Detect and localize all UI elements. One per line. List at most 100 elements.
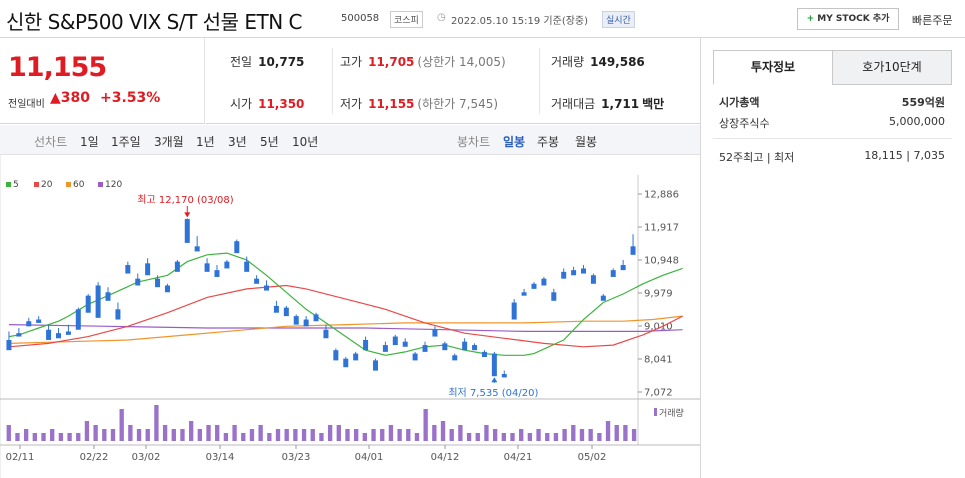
x-tick-label: 05/02 xyxy=(578,452,607,463)
tab-investment-info[interactable]: 투자정보 xyxy=(713,50,833,85)
volume-bar xyxy=(414,433,420,441)
volume-bar xyxy=(614,425,619,441)
candle xyxy=(462,338,468,351)
legend-ma120: 120 xyxy=(98,180,122,190)
volume-bar xyxy=(67,433,72,441)
candle xyxy=(620,259,626,271)
candle xyxy=(164,283,170,293)
candle xyxy=(630,234,636,255)
candle-monthly[interactable]: 월봉 xyxy=(575,135,598,149)
candle xyxy=(382,341,388,352)
volume-bar xyxy=(76,433,81,441)
volume-bar xyxy=(162,425,168,441)
period-5y[interactable]: 5년 xyxy=(260,135,279,149)
candle xyxy=(204,258,210,272)
current-price: 11,155 xyxy=(8,52,107,83)
investment-info-panel: 투자정보 호가10단계 시가총액 559억원 상장주식수 5,000,000 5… xyxy=(700,38,965,478)
volume-bar xyxy=(319,433,324,441)
candle xyxy=(333,348,339,361)
period-1w[interactable]: 1주일 xyxy=(111,135,141,149)
stock-title: 신한 S&P500 VIX S/T 선물 ETN C xyxy=(6,10,302,34)
candle xyxy=(561,268,567,279)
high-price: 고가 11,705 (상한가 14,005) xyxy=(340,55,506,69)
candle xyxy=(600,293,606,301)
volume-bar xyxy=(345,429,350,441)
volume-bar xyxy=(32,433,38,441)
volume-bar xyxy=(397,429,402,441)
clock-icon: ◷ xyxy=(437,12,446,23)
candle xyxy=(244,256,250,272)
volume-bar xyxy=(41,433,46,441)
candle xyxy=(541,276,547,286)
period-1y[interactable]: 1년 xyxy=(196,135,215,149)
volume-bar xyxy=(466,433,472,441)
volume-bar xyxy=(501,433,506,441)
volume-bar xyxy=(354,429,359,441)
y-tick-label: 11,917 xyxy=(644,223,679,234)
ma5-line xyxy=(8,252,683,356)
candle-daily[interactable]: 일봉 xyxy=(503,135,526,149)
candle xyxy=(55,328,61,339)
volume-bar xyxy=(519,429,524,441)
candle xyxy=(392,334,398,346)
volume-bar xyxy=(423,409,428,441)
candle xyxy=(115,302,121,320)
ma60-line xyxy=(8,315,683,344)
add-mystock-button[interactable]: + MY STOCK 추가 xyxy=(797,8,899,30)
candle-weekly[interactable]: 주봉 xyxy=(537,135,560,149)
candle xyxy=(46,324,52,340)
candle xyxy=(155,275,161,288)
candle xyxy=(194,236,200,252)
volume-bar xyxy=(241,433,246,441)
week52-value: 18,115 | 7,035 xyxy=(864,149,945,162)
volume-bar xyxy=(197,429,203,441)
candle xyxy=(610,268,616,277)
candle xyxy=(363,336,369,351)
ma120-line xyxy=(8,324,683,332)
volume-bar xyxy=(15,433,20,441)
quick-order-link[interactable]: 빠른주문 xyxy=(912,14,953,27)
legend-ma20: 20 xyxy=(34,180,52,190)
volume-bar xyxy=(258,425,263,441)
candle xyxy=(283,305,289,317)
candle xyxy=(531,282,537,289)
volume-bar xyxy=(579,429,585,441)
legend-ma60: 60 xyxy=(66,180,84,190)
candle xyxy=(16,328,22,337)
candle xyxy=(521,288,527,296)
volume-bar xyxy=(58,433,64,441)
market-badge: 코스피 xyxy=(390,11,423,28)
volume-bar xyxy=(128,425,133,441)
volume-bar xyxy=(215,425,220,441)
y-tick-label: 9,010 xyxy=(644,322,673,333)
volume-bar xyxy=(310,429,315,441)
period-3m[interactable]: 3개월 xyxy=(154,135,184,149)
x-tick-label: 04/12 xyxy=(431,452,460,463)
x-tick-label: 03/14 xyxy=(206,452,235,463)
tab-order-book[interactable]: 호가10단계 xyxy=(832,50,952,85)
y-tick-label: 12,886 xyxy=(644,190,679,201)
volume-bar xyxy=(588,429,593,441)
volume-bar xyxy=(136,429,142,441)
period-1d[interactable]: 1일 xyxy=(80,135,99,149)
candle xyxy=(125,261,131,274)
open-price: 시가 11,350 xyxy=(230,97,305,111)
x-tick-label: 02/22 xyxy=(80,452,109,463)
candle xyxy=(481,350,487,357)
volume-bar xyxy=(180,429,185,441)
candle xyxy=(452,353,458,361)
candle xyxy=(95,282,101,318)
candle xyxy=(293,314,299,325)
candle xyxy=(472,343,478,351)
candle xyxy=(491,351,497,377)
x-tick-label: 04/01 xyxy=(355,452,384,463)
price-stats: 전일 10,775 고가 11,705 (상한가 14,005) 거래량 149,586… xyxy=(206,38,700,124)
low-price: 저가 11,155 (하한가 7,545) xyxy=(340,97,499,111)
realtime-badge: 실시간 xyxy=(602,11,635,28)
candle-chart-label: 봉차트 xyxy=(457,135,491,149)
candle xyxy=(273,300,279,313)
period-10y[interactable]: 10년 xyxy=(292,135,319,149)
volume-bar xyxy=(84,421,90,441)
period-3y[interactable]: 3년 xyxy=(228,135,247,149)
shares-label: 상장주식수 xyxy=(719,117,770,130)
